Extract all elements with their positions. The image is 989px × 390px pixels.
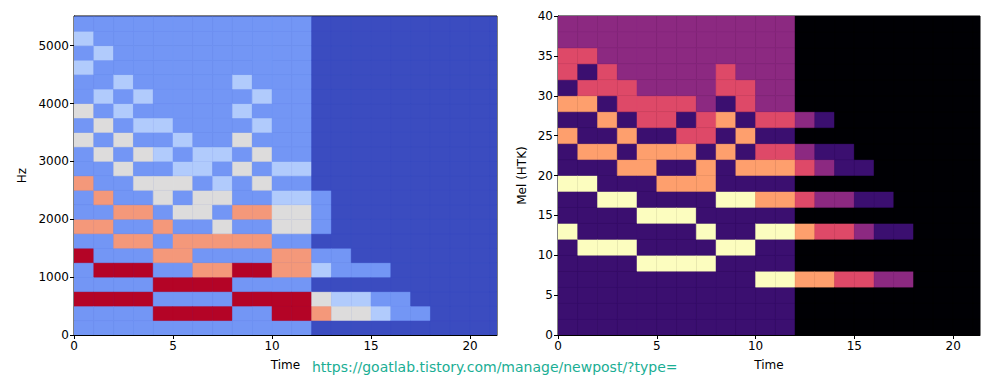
svg-text:3000: 3000 (38, 154, 69, 168)
svg-text:35: 35 (538, 49, 553, 63)
svg-text:5: 5 (169, 339, 177, 353)
svg-text:5000: 5000 (38, 39, 69, 53)
svg-text:30: 30 (538, 89, 553, 103)
svg-text:40: 40 (538, 9, 553, 23)
svg-text:0: 0 (70, 339, 78, 353)
svg-text:1000: 1000 (38, 270, 69, 284)
svg-text:5: 5 (653, 339, 661, 353)
svg-text:4000: 4000 (38, 97, 69, 111)
svg-text:0: 0 (545, 328, 553, 342)
svg-text:20: 20 (538, 169, 553, 183)
svg-text:15: 15 (847, 339, 862, 353)
svg-text:15: 15 (538, 208, 553, 222)
svg-text:Time: Time (753, 358, 783, 372)
svg-text:10: 10 (748, 339, 763, 353)
svg-text:0: 0 (554, 339, 562, 353)
svg-text:0: 0 (61, 328, 69, 342)
svg-text:5: 5 (545, 288, 553, 302)
svg-text:10: 10 (264, 339, 279, 353)
svg-text:Time: Time (270, 358, 300, 372)
svg-text:2000: 2000 (38, 212, 69, 226)
svg-text:10: 10 (538, 248, 553, 262)
svg-text:20: 20 (462, 339, 477, 353)
svg-text:15: 15 (363, 339, 378, 353)
svg-text:Hz: Hz (15, 168, 29, 183)
svg-text:20: 20 (945, 339, 960, 353)
svg-text:https://goatlab.tistory.com/ma: https://goatlab.tistory.com/manage/newpo… (312, 359, 678, 375)
svg-text:25: 25 (538, 129, 553, 143)
svg-text:Mel (HTK): Mel (HTK) (515, 146, 529, 204)
